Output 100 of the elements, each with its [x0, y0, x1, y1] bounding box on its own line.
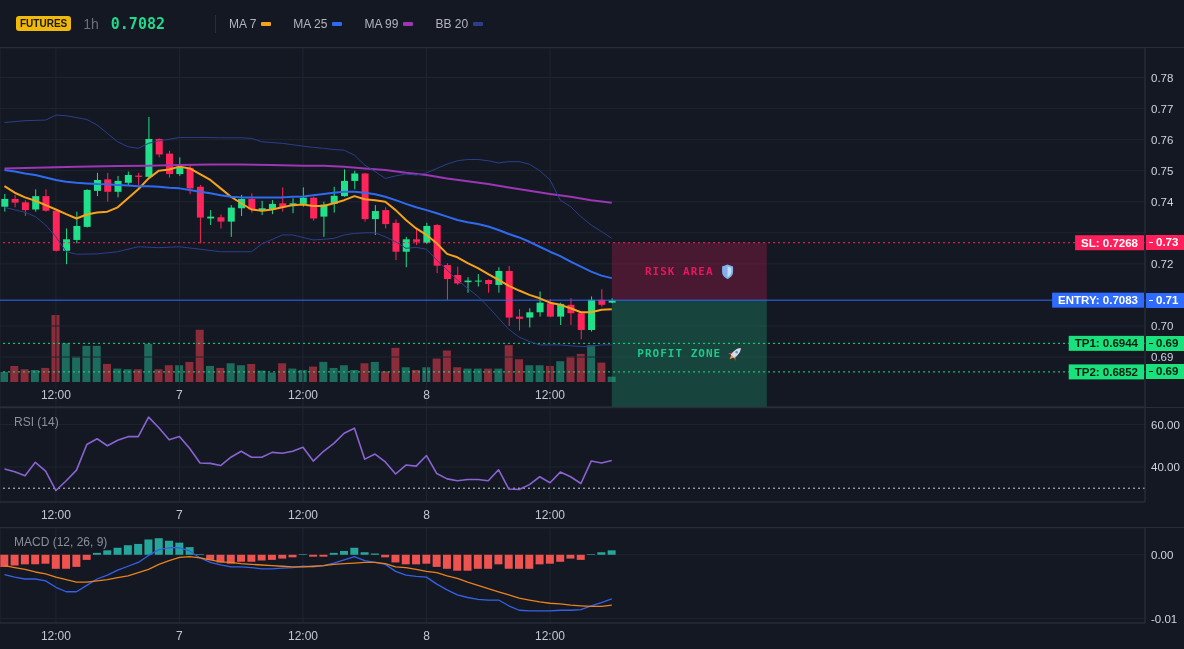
- y-tick-label: 0.00: [1151, 548, 1174, 561]
- bar: [525, 365, 534, 382]
- bar: [154, 369, 163, 382]
- candlestick: [11, 194, 19, 208]
- bar: [422, 554, 431, 564]
- bar: [412, 369, 420, 382]
- bar: [123, 369, 132, 382]
- candlestick: [73, 211, 81, 244]
- text: 0.73: [1156, 236, 1179, 249]
- bar: [432, 358, 441, 382]
- y-tick-label: 40.00: [1151, 461, 1180, 474]
- legend-label: MA 7: [229, 16, 257, 31]
- bar: [535, 365, 544, 382]
- x-tick-label: 12:00: [287, 507, 319, 522]
- candlestick: [227, 204, 235, 238]
- y-tick-label: 0.74: [1151, 195, 1174, 208]
- x-tick-label: 12:00: [40, 628, 72, 643]
- bar: [391, 554, 400, 563]
- bar: [360, 363, 369, 382]
- text: 0.71: [1156, 293, 1179, 306]
- bar: [103, 363, 111, 382]
- candlestick: [382, 206, 390, 229]
- bar: [504, 554, 513, 569]
- text: FUTURES: [20, 18, 68, 29]
- y-tick-label: 0.70: [1151, 319, 1174, 332]
- bar: [257, 554, 266, 561]
- bar: [20, 554, 29, 565]
- bar: [319, 361, 328, 382]
- bar: [340, 550, 349, 555]
- candlestick: [351, 170, 359, 190]
- bar: [494, 554, 503, 565]
- bar: [103, 550, 112, 555]
- bar: [473, 368, 482, 382]
- bar: [566, 356, 575, 382]
- x-tick-label: 12:00: [535, 507, 566, 522]
- bar: [31, 554, 40, 565]
- bar: [556, 361, 565, 382]
- candlestick: [577, 311, 585, 340]
- bar: [133, 369, 142, 382]
- y-tick-label: 0.76: [1151, 133, 1174, 146]
- bar: [216, 367, 225, 382]
- x-tick-label: 7: [176, 507, 184, 522]
- bar: [185, 361, 194, 382]
- line-series: [3, 556, 613, 608]
- bar: [350, 547, 359, 555]
- line-series: [3, 416, 613, 492]
- bar: [278, 554, 287, 559]
- legend-label: BB 20: [435, 16, 469, 31]
- text: 1h: [83, 15, 99, 32]
- band-label: PROFIT ZONE: [637, 347, 722, 361]
- bar: [607, 550, 616, 555]
- y-tick-label: 60.00: [1151, 418, 1180, 431]
- bar: [144, 539, 153, 555]
- bar: [247, 554, 256, 562]
- bar: [360, 552, 369, 555]
- bar: [144, 343, 153, 382]
- bar: [82, 345, 91, 382]
- bar: [10, 365, 19, 382]
- bar: [72, 356, 81, 382]
- line-series: [3, 547, 613, 612]
- legend-label: MA 99: [364, 16, 399, 31]
- bar: [515, 359, 523, 382]
- bar: [247, 363, 256, 382]
- candlestick: [474, 273, 482, 288]
- bar: [597, 362, 606, 382]
- bar: [113, 368, 122, 382]
- candlestick: [217, 213, 225, 229]
- candlestick: [371, 204, 379, 236]
- bar: [401, 554, 410, 565]
- candlestick: [155, 137, 163, 158]
- bar: [41, 554, 50, 564]
- bar: [350, 369, 359, 382]
- x-tick-label: 12:00: [287, 628, 319, 643]
- x-tick-label: 8: [423, 507, 431, 522]
- bar: [154, 538, 163, 555]
- bar: [62, 554, 71, 569]
- y-tick-label: 0.72: [1151, 257, 1174, 270]
- bar: [453, 554, 462, 571]
- x-tick-label: 12:00: [40, 507, 72, 522]
- bar: [41, 367, 50, 382]
- line-series: [3, 169, 613, 280]
- bar: [175, 542, 184, 555]
- bar: [0, 554, 9, 567]
- candlestick: [526, 307, 534, 328]
- bar: [164, 365, 173, 382]
- x-tick-label: 12:00: [535, 628, 566, 643]
- candlestick: [299, 186, 307, 208]
- x-tick-label: 12:00: [535, 388, 566, 402]
- x-tick-label: 8: [423, 388, 431, 402]
- bar: [134, 543, 143, 555]
- bar: [226, 363, 235, 382]
- x-tick-label: 12:00: [287, 388, 319, 402]
- bar: [525, 554, 534, 569]
- candlestick: [443, 262, 451, 301]
- bar: [165, 540, 174, 555]
- bar: [267, 554, 276, 560]
- ref-line-label: TP2: 0.6852: [1074, 365, 1138, 378]
- text: 0.7082: [110, 14, 165, 33]
- bar: [463, 554, 472, 571]
- bar: [20, 369, 29, 382]
